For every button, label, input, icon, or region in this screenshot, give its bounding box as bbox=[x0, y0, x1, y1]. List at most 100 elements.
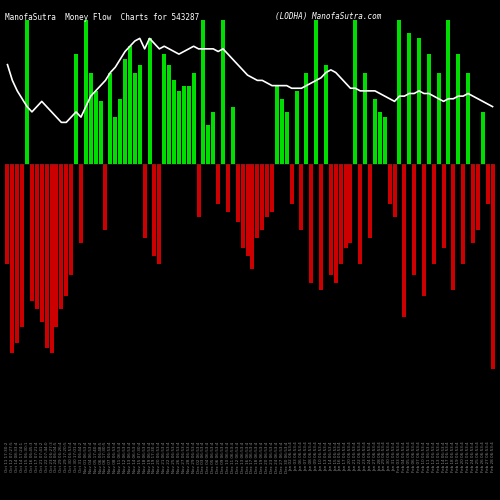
Bar bbox=[142, 164, 146, 238]
Bar bbox=[64, 164, 68, 296]
Bar bbox=[452, 164, 456, 290]
Bar bbox=[25, 0, 29, 164]
Bar bbox=[54, 164, 58, 327]
Text: (LODHA) ManofaSutra.com: (LODHA) ManofaSutra.com bbox=[275, 12, 382, 22]
Bar bbox=[98, 102, 102, 164]
Bar bbox=[152, 164, 156, 256]
Bar bbox=[84, 20, 88, 165]
Bar bbox=[123, 60, 127, 164]
Bar bbox=[294, 91, 298, 164]
Bar bbox=[358, 164, 362, 264]
Bar bbox=[44, 164, 48, 348]
Bar bbox=[40, 164, 43, 322]
Bar bbox=[436, 72, 440, 164]
Bar bbox=[280, 99, 284, 164]
Bar bbox=[94, 91, 98, 164]
Bar bbox=[138, 64, 141, 164]
Text: ManofaSutra  Money Flow  Charts for 543287: ManofaSutra Money Flow Charts for 543287 bbox=[5, 12, 199, 22]
Bar bbox=[226, 164, 230, 212]
Bar bbox=[236, 164, 240, 222]
Bar bbox=[50, 164, 54, 354]
Bar bbox=[108, 72, 112, 164]
Bar bbox=[74, 54, 78, 164]
Bar bbox=[310, 164, 313, 282]
Bar bbox=[373, 99, 377, 164]
Bar bbox=[231, 106, 235, 164]
Bar bbox=[16, 164, 19, 343]
Bar bbox=[392, 164, 396, 217]
Bar bbox=[260, 164, 264, 230]
Bar bbox=[206, 125, 210, 164]
Bar bbox=[265, 164, 269, 217]
Bar bbox=[408, 33, 411, 164]
Bar bbox=[69, 164, 73, 274]
Bar bbox=[324, 64, 328, 164]
Bar bbox=[256, 164, 260, 238]
Bar bbox=[300, 164, 304, 230]
Bar bbox=[314, 20, 318, 165]
Bar bbox=[417, 38, 421, 164]
Bar bbox=[290, 164, 294, 204]
Bar bbox=[118, 99, 122, 164]
Bar bbox=[329, 164, 333, 274]
Bar bbox=[412, 164, 416, 274]
Bar bbox=[422, 164, 426, 296]
Bar bbox=[368, 164, 372, 238]
Bar bbox=[60, 164, 64, 308]
Bar bbox=[20, 164, 24, 327]
Bar bbox=[212, 112, 215, 164]
Bar bbox=[442, 164, 446, 248]
Bar bbox=[240, 164, 244, 248]
Bar bbox=[481, 112, 484, 164]
Bar bbox=[338, 164, 342, 264]
Bar bbox=[402, 164, 406, 316]
Bar bbox=[158, 164, 162, 264]
Bar bbox=[378, 112, 382, 164]
Bar bbox=[319, 164, 323, 290]
Bar bbox=[187, 86, 190, 164]
Bar bbox=[354, 0, 358, 164]
Bar bbox=[334, 164, 338, 282]
Bar bbox=[461, 164, 465, 264]
Bar bbox=[348, 164, 352, 243]
Bar bbox=[344, 164, 347, 248]
Bar bbox=[202, 2, 205, 164]
Bar bbox=[466, 72, 470, 164]
Bar bbox=[172, 80, 176, 164]
Bar bbox=[486, 164, 490, 204]
Bar bbox=[148, 38, 152, 164]
Bar bbox=[114, 117, 117, 164]
Bar bbox=[476, 164, 480, 230]
Bar bbox=[490, 164, 494, 369]
Bar bbox=[446, 20, 450, 165]
Bar bbox=[246, 164, 250, 256]
Bar bbox=[35, 164, 39, 308]
Bar bbox=[196, 164, 200, 217]
Bar bbox=[285, 112, 288, 164]
Bar bbox=[383, 117, 386, 164]
Bar bbox=[363, 72, 367, 164]
Bar bbox=[182, 86, 186, 164]
Bar bbox=[427, 54, 431, 164]
Bar bbox=[104, 164, 108, 230]
Bar bbox=[6, 164, 10, 264]
Bar bbox=[398, 0, 402, 164]
Bar bbox=[432, 164, 436, 264]
Bar bbox=[221, 0, 225, 164]
Bar bbox=[30, 164, 34, 301]
Bar bbox=[216, 164, 220, 204]
Bar bbox=[471, 164, 475, 243]
Bar bbox=[128, 46, 132, 164]
Bar bbox=[192, 72, 196, 164]
Bar bbox=[304, 72, 308, 164]
Bar bbox=[133, 72, 137, 164]
Bar bbox=[270, 164, 274, 212]
Bar bbox=[167, 64, 171, 164]
Bar bbox=[275, 86, 279, 164]
Bar bbox=[162, 54, 166, 164]
Bar bbox=[177, 91, 181, 164]
Bar bbox=[456, 54, 460, 164]
Bar bbox=[89, 72, 92, 164]
Bar bbox=[79, 164, 83, 243]
Bar bbox=[10, 164, 14, 354]
